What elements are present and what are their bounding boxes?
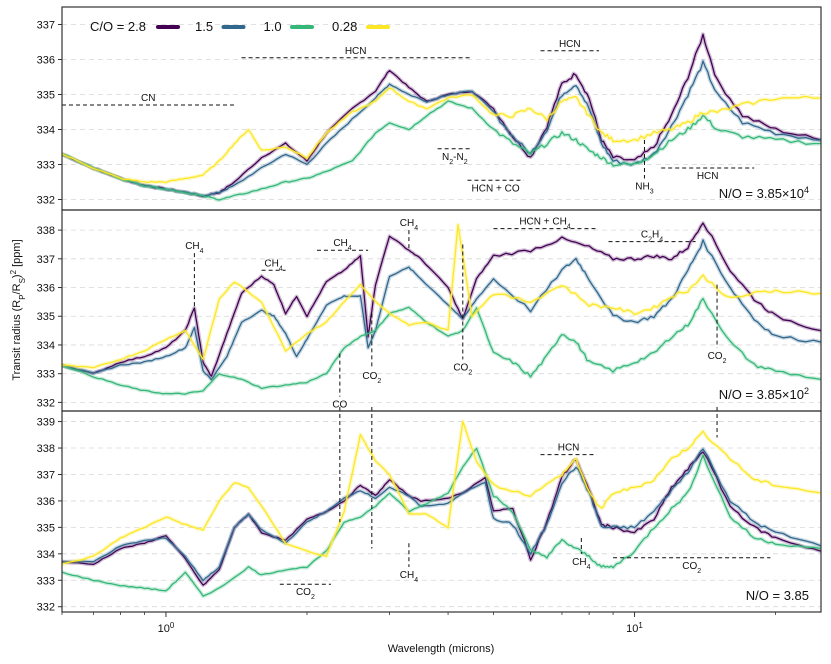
annotation-label: CH4 (400, 570, 418, 584)
y-tick-label: 336 (37, 283, 55, 295)
series-line-1.5 (62, 448, 821, 582)
y-tick-label: 336 (37, 55, 55, 67)
y-tick-label: 333 (37, 369, 55, 381)
annotation-label: N2-N2 (442, 152, 468, 166)
legend-label: 1.0 (264, 19, 282, 34)
y-tick-label: 334 (37, 125, 55, 137)
panel-middle-series (62, 221, 821, 397)
series-line-0.28 (62, 87, 821, 184)
panel-frame-middle (61, 209, 822, 412)
annotation-label: HCN + CH4 (519, 217, 571, 231)
y-tick-label: 333 (37, 160, 55, 172)
annotation-label: CO2 (362, 371, 381, 385)
annotation-label: CO2 (708, 351, 727, 365)
y-tick-label: 332 (37, 602, 55, 614)
no-ratio-label: N/O = 3.85×102 (719, 386, 809, 402)
annotation-label: CH4 (400, 218, 418, 232)
no-ratio-label: N/O = 3.85×104 (719, 185, 809, 201)
legend-label: 0.28 (332, 19, 357, 34)
series-band-0.28 (62, 419, 821, 566)
annotation-label: CH4 (264, 258, 282, 272)
annotation-label: HCN (345, 46, 367, 57)
series-band-2.8 (62, 450, 821, 588)
legend: C/O = 2.8 1.5 1.0 0.28 (90, 19, 390, 34)
annotation-label: CH4 (333, 238, 351, 252)
y-tick-label: 335 (37, 311, 55, 323)
series-line-1.5 (62, 239, 821, 381)
y-tick-label: 339 (37, 417, 55, 429)
series-line-1.5 (62, 60, 821, 198)
legend-label: 1.5 (195, 19, 213, 34)
y-tick-label: 337 (37, 254, 55, 266)
annotation-label: HCN (558, 443, 580, 454)
series-line-1.0 (62, 447, 821, 597)
series-line-2.8 (62, 222, 821, 377)
y-tick-label: 335 (37, 90, 55, 102)
panel-frame-bottom (61, 410, 822, 613)
annotation-label: CO2 (453, 362, 472, 376)
y-tick-label: 334 (37, 549, 55, 561)
y-tick-label: 333 (37, 575, 55, 587)
annotation-label: HCN (559, 39, 581, 50)
y-tick-label: 337 (37, 20, 55, 32)
y-tick-label: 332 (37, 397, 55, 409)
x-tick-label: 100 (158, 621, 175, 636)
panel-bottom-series (62, 419, 821, 599)
series-line-1.0 (62, 100, 821, 201)
annotation-label: HCN (697, 171, 719, 182)
y-tick-label: 332 (37, 195, 55, 207)
annotation-label: NH3 (635, 182, 653, 196)
annotation-label: CH4 (185, 241, 203, 255)
x-axis-label: Wavelength (microns) (388, 643, 495, 655)
y-tick-label: 336 (37, 496, 55, 508)
y-tick-label: 334 (37, 340, 55, 352)
legend-title: C/O = 2.8 (90, 19, 146, 34)
annotation-label: HCN + CO (472, 183, 520, 194)
y-tick-label: 338 (37, 225, 55, 237)
panel-top-series (62, 32, 821, 202)
annotation-label: CO (332, 400, 347, 411)
annotation-label: CO2 (682, 561, 701, 575)
annotation-label: CN (141, 93, 155, 104)
annotation-label: C2H4 (641, 230, 663, 244)
annotation-label: CO2 (296, 587, 315, 601)
series-line-0.28 (62, 224, 821, 369)
series-line-1.0 (62, 297, 821, 395)
y-tick-label: 335 (37, 522, 55, 534)
x-tick-label: 101 (626, 621, 643, 636)
y-tick-label: 337 (37, 469, 55, 481)
no-ratio-label: N/O = 3.85 (746, 588, 809, 603)
series-band-1.0 (62, 296, 821, 397)
series-line-0.28 (62, 420, 821, 565)
y-axis-label: Transit radius (RP/RS)2 [ppm] (9, 239, 27, 380)
annotation-label: CH4 (572, 557, 590, 571)
series-line-2.8 (62, 451, 821, 586)
series-band-1.0 (62, 99, 821, 202)
y-tick-label: 338 (37, 443, 55, 455)
